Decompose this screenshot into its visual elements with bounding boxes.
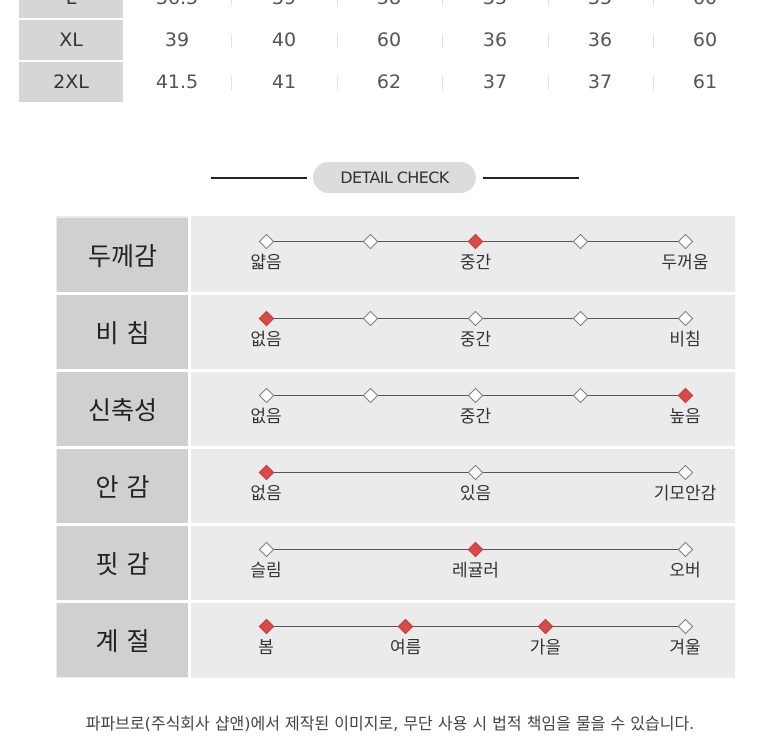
column-separator <box>442 76 443 90</box>
size-row: 2XL 41.5 41 62 37 37 61 <box>0 62 780 102</box>
size-value: 58 <box>336 0 442 18</box>
size-value: 61 <box>692 71 718 93</box>
column-separator <box>230 76 232 90</box>
size-value: 35 <box>547 0 653 18</box>
heading-line-right <box>483 177 579 179</box>
size-value: 60 <box>376 29 402 51</box>
scale-label: 얇음 <box>250 253 282 273</box>
column-separator <box>547 0 549 6</box>
size-label: L <box>19 0 123 18</box>
detail-label: 신축성 <box>57 372 188 446</box>
scale-label: 없음 <box>250 407 282 427</box>
size-value: 36 <box>587 29 613 51</box>
row-divider <box>56 600 735 603</box>
row-divider <box>56 292 735 295</box>
scale-label: 없음 <box>250 330 282 350</box>
size-value: 40 <box>271 29 297 51</box>
size-value: 60 <box>652 0 758 18</box>
size-value: 36 <box>482 29 508 51</box>
detail-label: 비 침 <box>57 295 188 369</box>
scale-label: 있음 <box>459 484 492 504</box>
column-separator <box>652 76 654 90</box>
scale-label: 레귤러 <box>452 561 499 581</box>
size-value: 41 <box>271 71 297 93</box>
scale-label: 중간 <box>459 330 492 350</box>
column-separator <box>547 76 549 90</box>
detail-label: 계 절 <box>57 603 188 677</box>
row-divider <box>56 446 735 449</box>
detail-label: 두께감 <box>57 218 188 292</box>
column-divider <box>188 216 191 678</box>
detail-label: 핏 감 <box>57 526 188 600</box>
scale-label: 겨울 <box>669 638 701 658</box>
column-separator <box>652 0 654 6</box>
size-label: XL <box>19 20 123 60</box>
column-separator <box>442 0 443 6</box>
row-divider <box>56 369 735 372</box>
size-value: 39 <box>164 29 190 51</box>
scale-label: 기모안감 <box>653 484 717 504</box>
scale-label: 두꺼움 <box>661 253 709 273</box>
size-value: 41.5 <box>155 71 199 93</box>
scale-label: 중간 <box>459 407 492 427</box>
size-row: L36.53958353560 <box>0 0 780 18</box>
size-value: 37 <box>587 71 613 93</box>
column-separator <box>652 34 654 48</box>
heading-line-left <box>211 177 307 179</box>
size-row: XL 39 40 60 36 36 60 <box>0 20 780 60</box>
column-separator <box>336 34 338 48</box>
scale-track <box>266 626 685 627</box>
size-value: 37 <box>482 71 508 93</box>
scale-label: 중간 <box>459 253 492 273</box>
scale-label: 높음 <box>669 407 701 427</box>
size-value: 62 <box>376 71 402 93</box>
column-separator <box>230 0 232 6</box>
column-separator <box>442 34 443 48</box>
detail-check-heading: DETAIL CHECK <box>313 162 476 193</box>
size-value: 35 <box>442 0 548 18</box>
scale-label: 없음 <box>250 484 282 504</box>
size-value: 39 <box>231 0 337 18</box>
scale-label: 가을 <box>529 638 561 658</box>
row-divider <box>56 523 735 526</box>
scale-label: 오버 <box>669 561 701 581</box>
detail-label: 안 감 <box>57 449 188 523</box>
scale-label: 슬림 <box>250 561 282 581</box>
size-value: 60 <box>692 29 718 51</box>
size-value: 36.5 <box>124 0 230 18</box>
column-separator <box>230 34 232 48</box>
scale-label: 여름 <box>390 638 422 658</box>
column-separator <box>336 0 338 6</box>
scale-label: 비침 <box>669 330 701 350</box>
copyright-notice: 파파브로(주식회사 샵앤)에서 제작된 이미지로, 무단 사용 시 법적 책임을… <box>85 714 695 733</box>
scale-label: 봄 <box>258 638 274 658</box>
column-separator <box>547 34 549 48</box>
column-separator <box>336 76 338 90</box>
size-label: 2XL <box>19 62 123 102</box>
